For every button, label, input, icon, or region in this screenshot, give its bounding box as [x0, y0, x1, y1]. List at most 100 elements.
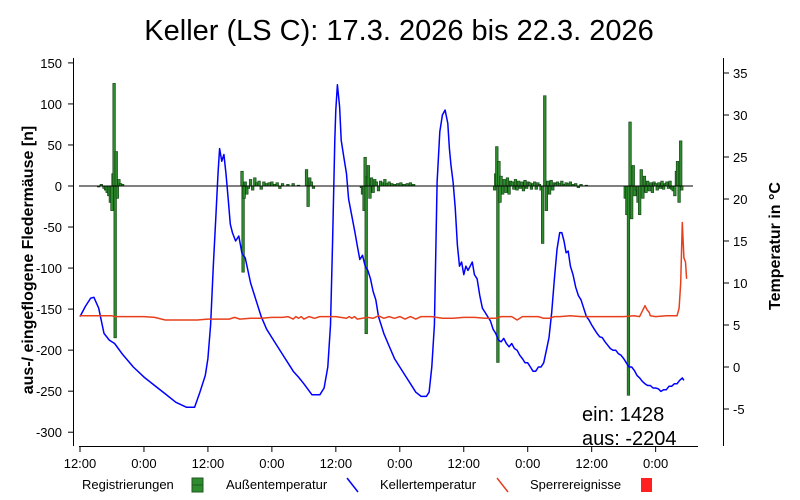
registration-bar	[113, 185, 117, 339]
registration-bar	[668, 180, 672, 187]
registration-bar	[680, 185, 684, 191]
count-in-label: ein: 1428	[582, 404, 664, 426]
left-tick-label: -300	[36, 425, 62, 440]
x-tick-label: 12:00	[447, 456, 480, 471]
registration-bar	[114, 151, 118, 187]
registration-bar	[510, 181, 514, 187]
aussentemperatur-line	[79, 84, 685, 409]
kellertemperatur-line	[80, 221, 688, 321]
registration-bar	[642, 175, 647, 187]
legend: Registrierungen Außentemperatur Kellerte…	[82, 477, 652, 493]
registration-bar	[513, 179, 518, 187]
registration-bar	[304, 169, 309, 187]
legend-label-aussentemperatur: Außentemperatur	[226, 477, 328, 492]
registration-bar	[369, 177, 374, 187]
right-tick-label: 35	[733, 66, 747, 81]
registration-bar	[650, 185, 655, 193]
registration-bar	[387, 181, 391, 187]
temperature-lines	[79, 84, 688, 409]
registration-bar	[660, 180, 664, 187]
registration-bar	[240, 170, 244, 187]
registration-bar	[515, 185, 519, 191]
registration-bar	[374, 181, 378, 187]
right-tick-label: 20	[733, 192, 747, 207]
registration-bar	[673, 185, 677, 197]
legend-swatch-sperrereignisse-icon	[641, 478, 652, 492]
left-tick-label: -250	[36, 384, 62, 399]
registration-bar	[641, 185, 645, 199]
registration-bar	[533, 181, 537, 187]
registration-bar	[364, 185, 368, 335]
left-tick-label: 0	[55, 179, 62, 194]
right-tick-label: 10	[733, 276, 747, 291]
legend-label-registrierungen: Registrierungen	[82, 477, 174, 492]
right-axis-ticks: 35 30 25 20 15 10 5 0 -5	[723, 66, 747, 417]
registration-bar	[655, 185, 659, 191]
right-tick-label: 25	[733, 150, 747, 165]
registration-bar	[546, 180, 550, 187]
left-axis-title: aus-/ eingeflogene Fledermäuse [n]	[20, 126, 37, 395]
registration-bar	[679, 140, 683, 187]
registration-bar	[262, 181, 266, 187]
registration-bar	[647, 185, 651, 192]
registration-bar	[376, 185, 381, 192]
registration-bar	[243, 181, 247, 187]
right-tick-label: -5	[733, 402, 745, 417]
legend-swatch-registrierungen-icon	[191, 477, 204, 493]
registration-bar	[309, 181, 313, 187]
chart-title: Keller (LS C): 17.3. 2026 bis 22.3. 2026	[144, 15, 653, 47]
legend-label-kellertemperatur: Kellertemperatur	[380, 477, 477, 492]
registration-bar	[547, 185, 552, 195]
registration-bar	[499, 175, 503, 187]
registration-bar	[270, 181, 274, 187]
registration-bar	[551, 185, 555, 191]
registration-bar	[110, 185, 114, 211]
x-tick-label: 0:00	[131, 456, 156, 471]
right-tick-label: 15	[733, 234, 747, 249]
left-tick-label: 100	[40, 97, 62, 112]
registration-bar	[675, 161, 680, 187]
registration-bar	[568, 181, 572, 187]
registration-bar	[665, 181, 669, 187]
legend-swatch-kellertemperatur-icon	[496, 477, 509, 493]
registration-bar	[549, 179, 553, 187]
registration-bar	[544, 185, 548, 211]
registration-bar	[115, 185, 119, 199]
left-axis-ticks: 150 100 50 0 -50 -100 -150 -200 -250 -300	[36, 56, 74, 440]
registration-bar	[498, 185, 502, 203]
left-tick-label: -100	[36, 261, 62, 276]
registration-bar	[248, 179, 253, 187]
registration-bar	[543, 95, 547, 187]
count-out-label: aus: -2204	[582, 428, 677, 450]
registration-bar	[517, 180, 521, 187]
x-tick-label: 0:00	[387, 456, 412, 471]
x-tick-label: 0:00	[643, 456, 668, 471]
registration-bar	[242, 185, 246, 199]
registration-bar	[541, 185, 545, 244]
registration-bar	[630, 185, 634, 220]
x-tick-label: 12:00	[192, 456, 225, 471]
registration-bar	[644, 185, 648, 193]
registration-bar	[504, 185, 508, 193]
registration-bar	[371, 185, 375, 193]
registration-bar	[639, 169, 643, 187]
legend-label-sperrereignisse: Sperrereignisse	[530, 477, 621, 492]
registration-bar	[493, 185, 497, 191]
left-tick-label: -50	[43, 220, 62, 235]
x-tick-label: 0:00	[515, 456, 540, 471]
right-tick-label: 0	[733, 360, 740, 375]
registration-bar	[306, 185, 310, 207]
right-tick-label: 5	[733, 318, 740, 333]
registration-bar	[507, 185, 511, 195]
registration-bar	[631, 165, 635, 187]
registration-bar	[520, 181, 524, 187]
registration-bar	[241, 185, 245, 273]
plot-area	[79, 83, 693, 409]
registration-bar	[501, 185, 505, 195]
registration-bar	[628, 121, 632, 187]
x-tick-label: 12:00	[575, 456, 608, 471]
left-tick-label: 50	[48, 138, 62, 153]
registration-bar	[366, 165, 370, 187]
